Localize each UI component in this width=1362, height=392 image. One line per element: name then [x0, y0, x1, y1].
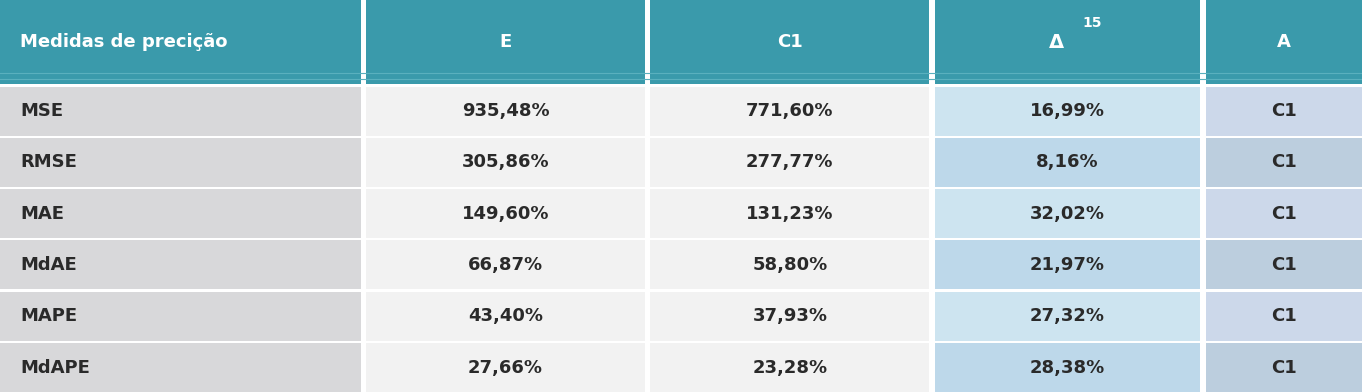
Bar	[366, 138, 646, 187]
Text: 149,60%: 149,60%	[462, 205, 549, 223]
Text: 43,40%: 43,40%	[469, 307, 543, 325]
Bar	[934, 292, 1200, 341]
Text: 66,87%: 66,87%	[469, 256, 543, 274]
Bar	[1205, 189, 1362, 238]
Text: C1: C1	[1271, 153, 1297, 171]
Text: 305,86%: 305,86%	[462, 153, 549, 171]
Bar	[1205, 343, 1362, 392]
Bar	[1205, 240, 1362, 289]
Bar	[1205, 87, 1362, 136]
Bar	[366, 87, 646, 136]
Bar	[934, 343, 1200, 392]
Text: 58,80%: 58,80%	[752, 256, 828, 274]
Text: C1: C1	[1271, 359, 1297, 377]
Text: C1: C1	[776, 33, 802, 51]
Text: C1: C1	[1271, 102, 1297, 120]
Bar	[651, 343, 929, 392]
Text: MAPE: MAPE	[20, 307, 78, 325]
Text: 27,66%: 27,66%	[469, 359, 543, 377]
Text: 21,97%: 21,97%	[1030, 256, 1105, 274]
Text: 16,99%: 16,99%	[1030, 102, 1105, 120]
Bar	[934, 240, 1200, 289]
Text: 37,93%: 37,93%	[752, 307, 827, 325]
Bar	[0, 87, 361, 136]
Text: MdAE: MdAE	[20, 256, 78, 274]
Bar	[651, 189, 929, 238]
Text: 23,28%: 23,28%	[752, 359, 827, 377]
Bar	[0, 0, 361, 84]
Bar	[366, 189, 646, 238]
Bar	[366, 0, 646, 84]
Text: 277,77%: 277,77%	[746, 153, 834, 171]
Text: Δ: Δ	[1049, 33, 1064, 52]
Bar	[651, 0, 929, 84]
Text: 28,38%: 28,38%	[1030, 359, 1105, 377]
Bar	[366, 292, 646, 341]
Text: C1: C1	[1271, 205, 1297, 223]
Text: C1: C1	[1271, 307, 1297, 325]
Text: MSE: MSE	[20, 102, 64, 120]
Text: 27,32%: 27,32%	[1030, 307, 1105, 325]
Bar	[651, 87, 929, 136]
Bar	[1205, 138, 1362, 187]
Text: E: E	[500, 33, 512, 51]
Text: Medidas de precição: Medidas de precição	[20, 33, 227, 51]
Text: 8,16%: 8,16%	[1036, 153, 1099, 171]
Text: RMSE: RMSE	[20, 153, 78, 171]
Bar	[1205, 292, 1362, 341]
Text: C1: C1	[1271, 256, 1297, 274]
Text: 131,23%: 131,23%	[746, 205, 834, 223]
Bar	[366, 343, 646, 392]
Bar	[0, 343, 361, 392]
Text: MdAPE: MdAPE	[20, 359, 90, 377]
Bar	[934, 87, 1200, 136]
Text: 771,60%: 771,60%	[746, 102, 834, 120]
Bar	[934, 0, 1200, 84]
Bar	[0, 138, 361, 187]
Text: MAE: MAE	[20, 205, 64, 223]
Bar	[0, 292, 361, 341]
Text: 935,48%: 935,48%	[462, 102, 549, 120]
Text: 32,02%: 32,02%	[1030, 205, 1105, 223]
Bar	[0, 240, 361, 289]
Bar	[366, 240, 646, 289]
Bar	[934, 189, 1200, 238]
Bar	[934, 138, 1200, 187]
Text: A: A	[1276, 33, 1291, 51]
Bar	[1205, 0, 1362, 84]
Text: 15: 15	[1083, 16, 1102, 30]
Bar	[651, 240, 929, 289]
Bar	[0, 189, 361, 238]
Bar	[651, 292, 929, 341]
Bar	[651, 138, 929, 187]
